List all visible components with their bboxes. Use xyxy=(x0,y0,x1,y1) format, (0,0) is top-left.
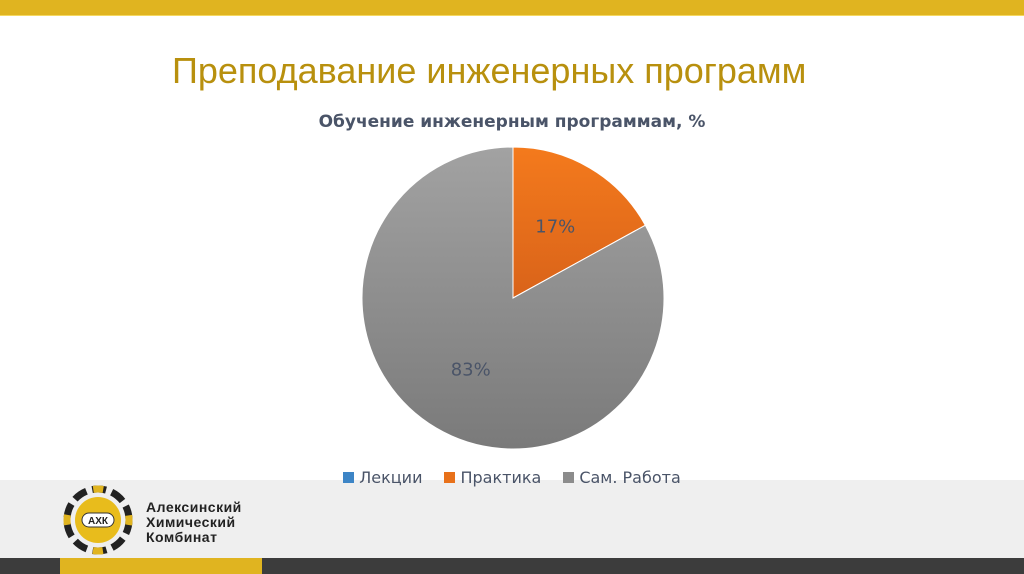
slice-practice xyxy=(512,146,647,299)
legend-swatch xyxy=(563,472,575,483)
company-name: Алексинский Химический Комбинат xyxy=(146,500,242,545)
logo-abbr: АХК xyxy=(88,516,109,527)
company-name-line: Алексинский xyxy=(146,499,242,515)
legend-label: Практика xyxy=(460,468,542,487)
company-name-line: Комбинат xyxy=(146,529,218,545)
slide-title: Преподавание инженерных программ xyxy=(172,50,807,91)
legend-swatch xyxy=(444,472,456,483)
bottom-gold-segment xyxy=(60,558,262,574)
legend-label: Сам. Работа xyxy=(579,468,681,487)
legend-item-practice: Практика xyxy=(444,468,541,487)
data-label: 83% xyxy=(451,359,491,380)
slice-self-study xyxy=(361,146,665,450)
legend-item-self-study: Сам. Работа xyxy=(563,468,681,487)
top-accent-bar xyxy=(0,0,1024,16)
chart-legend: Лекции Практика Сам. Работа xyxy=(0,468,1024,487)
legend-item-lectures: Лекции xyxy=(343,468,422,487)
legend-swatch xyxy=(343,472,355,483)
footer xyxy=(0,480,1024,558)
company-logo: АХК xyxy=(63,485,133,555)
company-name-line: Химический xyxy=(146,514,236,530)
chart-title: Обучение инженерным программам, % xyxy=(318,112,706,132)
legend-label: Лекции xyxy=(359,468,423,487)
data-label: 17% xyxy=(535,217,575,238)
